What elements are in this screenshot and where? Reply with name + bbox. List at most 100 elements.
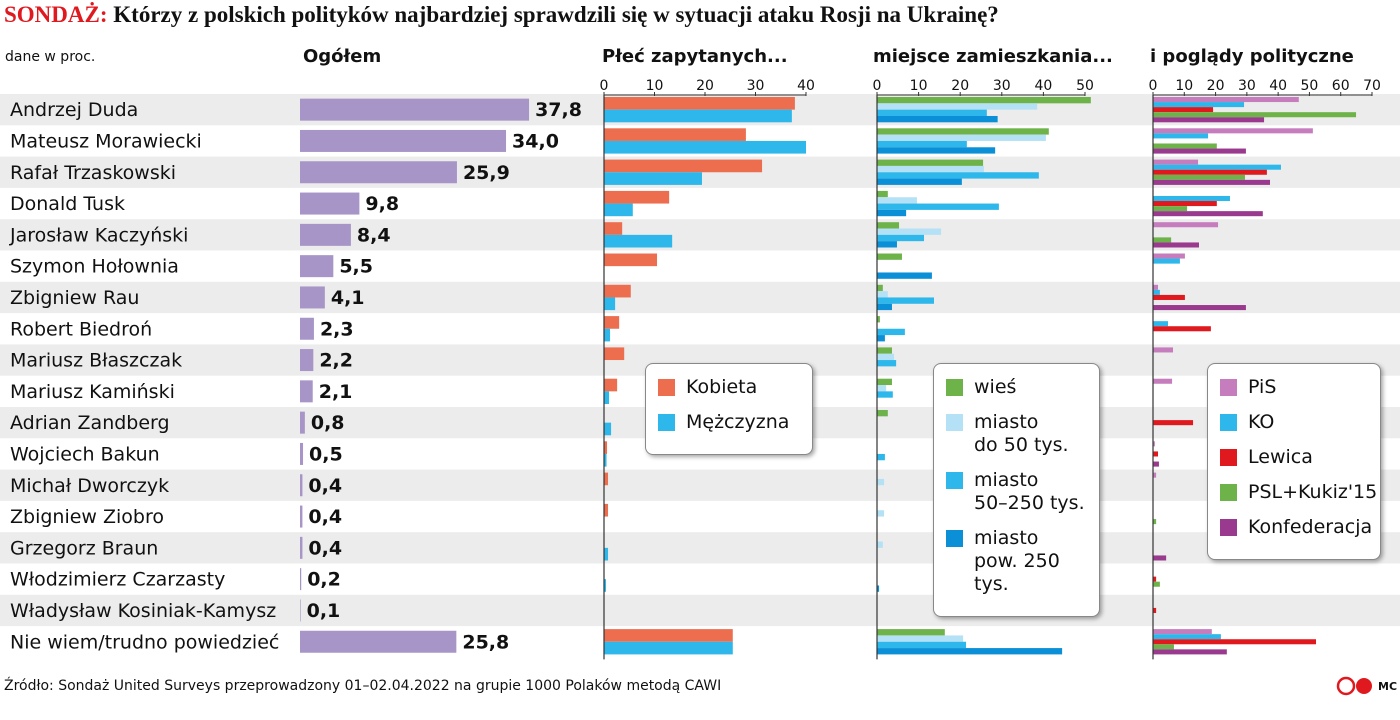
bar [300, 223, 351, 246]
value-label: 0,5 [309, 443, 343, 465]
legend-label: miasto pow. 250 tys. [974, 527, 1060, 595]
category-label: Szymon Hołownia [10, 256, 179, 278]
bar [877, 353, 895, 361]
bar [1153, 242, 1199, 248]
legend-item: Lewica [1220, 446, 1368, 469]
bar [877, 209, 907, 217]
category-label: Zbigniew Ziobro [10, 506, 164, 528]
bar [604, 284, 631, 298]
bar [1153, 195, 1230, 202]
bar [1153, 128, 1313, 134]
bar [877, 234, 925, 242]
bar [877, 159, 984, 166]
legend-swatch [1220, 449, 1237, 466]
bar [604, 140, 806, 154]
bar [877, 453, 885, 461]
bar [604, 97, 795, 110]
row-stripe [0, 594, 1400, 627]
bar [300, 536, 303, 559]
bar [300, 317, 314, 340]
legend-item: PiS [1220, 376, 1368, 399]
bar [300, 630, 457, 653]
bar [604, 234, 673, 248]
bar [604, 391, 610, 404]
bar [300, 192, 360, 215]
bar [1153, 102, 1245, 108]
bar [1153, 112, 1357, 118]
legend-item: Mężczyzna [658, 411, 800, 434]
bar [877, 360, 897, 367]
bar [604, 422, 612, 436]
bar [300, 411, 305, 434]
category-label: Wojciech Bakun [10, 443, 160, 465]
value-label: 5,5 [339, 256, 373, 278]
legend-item: PSL+Kukiz'15 [1220, 481, 1377, 504]
bar [877, 134, 1046, 141]
x-tick-label: 10 [910, 78, 928, 94]
bar [604, 128, 746, 141]
category-label: Grzegorz Braun [10, 537, 158, 559]
bar [1153, 555, 1167, 561]
bar [1153, 378, 1173, 384]
bar [604, 172, 702, 185]
bar [604, 222, 623, 235]
bar [300, 505, 303, 528]
bar [1153, 420, 1194, 426]
category-label: Michał Dworczyk [10, 475, 169, 497]
bar [877, 197, 917, 204]
legend: wieś miasto do 50 tys. miasto 50–250 tys. m… [933, 363, 1100, 617]
bar [604, 472, 609, 486]
bar [1153, 237, 1172, 243]
x-tick-label: 40 [797, 78, 815, 94]
bar [1153, 326, 1211, 332]
bar [877, 303, 892, 311]
legend-swatch [946, 530, 963, 547]
legend-swatch [658, 379, 675, 396]
legend-swatch [1220, 379, 1237, 396]
x-tick-label: 70 [1363, 78, 1381, 94]
panel-title: Płeć zapytanych... [602, 46, 788, 67]
logo-mark [1336, 676, 1356, 696]
bar [877, 203, 999, 210]
x-tick-label: 10 [646, 78, 664, 94]
bar [1153, 284, 1159, 290]
value-label: 2,1 [319, 381, 353, 403]
x-tick-label: 40 [1034, 78, 1052, 94]
x-tick-label: 30 [1238, 78, 1256, 94]
bar [1153, 117, 1265, 123]
bar [1153, 211, 1263, 217]
value-label: 0,4 [308, 506, 342, 528]
bar [1153, 321, 1169, 327]
x-tick-label: 20 [696, 78, 714, 94]
category-label: Jarosław Kaczyński [9, 224, 188, 246]
panel-title: miejsce zamieszkania... [873, 46, 1113, 67]
legend-item: miasto do 50 tys. [946, 411, 1087, 457]
legend-label: KO [1248, 411, 1275, 433]
x-tick-label: 10 [1175, 78, 1193, 94]
panel-title: i poglądy polityczne [1150, 46, 1354, 67]
bar [300, 568, 302, 591]
legend-label: Mężczyzna [686, 411, 790, 433]
legend-swatch [946, 472, 963, 489]
legend-swatch [1220, 414, 1237, 431]
bar [877, 284, 883, 292]
bar [877, 629, 945, 636]
bar [1153, 581, 1160, 587]
value-label: 2,3 [320, 318, 354, 340]
bar [300, 474, 303, 497]
bar [1153, 169, 1267, 175]
legend-item: wieś [946, 376, 1087, 399]
bar [300, 286, 325, 309]
bar [1153, 461, 1159, 467]
bar [877, 178, 962, 185]
legend-label: PSL+Kukiz'15 [1248, 481, 1378, 503]
bar [877, 228, 942, 235]
bar [1153, 258, 1180, 264]
bar [877, 347, 892, 354]
bar [1153, 164, 1281, 170]
bar [300, 599, 301, 622]
legend-swatch [946, 414, 963, 431]
legend-item: miasto 50–250 tys. [946, 469, 1087, 515]
legend-swatch [1220, 519, 1237, 536]
